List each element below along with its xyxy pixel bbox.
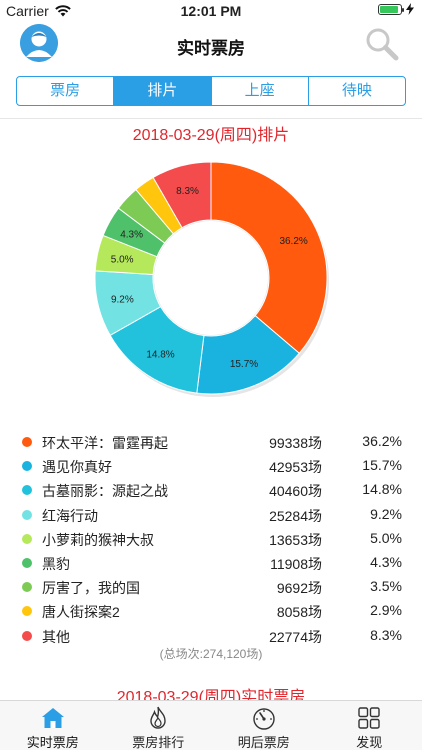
screening-count: 25284场: [269, 507, 322, 524]
legend-dot: [22, 606, 32, 617]
legend-dot: [22, 557, 32, 568]
nav-bar: 实时票房: [0, 22, 422, 66]
avatar[interactable]: [20, 24, 58, 62]
legend-row: 唐人街探案2 8058场 2.9%: [0, 599, 422, 623]
legend-dot: [22, 437, 32, 447]
wifi-icon: [54, 5, 71, 17]
slice-label: 36.2%: [279, 236, 307, 247]
slice-label: 14.8%: [146, 350, 174, 361]
tab-label: 明后票房: [237, 735, 290, 750]
divider: [0, 118, 422, 119]
screening-percent: 3.5%: [370, 578, 402, 595]
tab-box-office[interactable]: 票房: [17, 77, 115, 105]
tab-label: 票房排行: [132, 735, 185, 750]
legend-row: 红海行动 25284场 9.2%: [0, 503, 422, 527]
carrier-label: Carrier: [6, 3, 49, 19]
screening-percent: 5.0%: [370, 529, 402, 546]
donut-slice[interactable]: [210, 161, 328, 354]
status-left: Carrier: [6, 3, 71, 19]
page-title: 实时票房: [177, 39, 245, 58]
schedule-legend: 环太平洋：雷霆再起 99338场 36.2% 遇见你真好 42953场 15.7% 古墓丽影…: [0, 430, 422, 648]
segmented-control: 票房 排片 上座 待映: [16, 76, 406, 106]
slice-label: 9.2%: [111, 295, 134, 306]
screening-percent: 9.2%: [370, 505, 402, 522]
legend-dot: [22, 630, 32, 641]
screening-percent: 2.9%: [370, 602, 402, 619]
legend-row: 古墓丽影：源起之战 40460场 14.8%: [0, 478, 422, 502]
screening-percent: 14.8%: [362, 481, 402, 498]
tab-schedule[interactable]: 排片: [114, 77, 212, 105]
legend-row: 遇见你真好 42953场 15.7%: [0, 454, 422, 478]
screening-count: 40460场: [269, 483, 322, 500]
tab-discover[interactable]: 发现: [317, 701, 422, 750]
legend-dot: [22, 485, 32, 496]
search-button[interactable]: [364, 26, 400, 62]
legend-dot: [22, 461, 32, 472]
flame-icon: [150, 706, 166, 729]
screening-count: 99338场: [269, 435, 322, 451]
tab-bar: 实时票房 票房排行 明后票房 发现: [0, 700, 422, 750]
schedule-chart: 36.2% 15.7% 14.8% 9.2% 5.0% 4.3% 8.3%: [0, 161, 422, 412]
tab-label: 发现: [356, 735, 383, 750]
movie-name: 其他: [42, 628, 70, 645]
total-screenings: (总场次:274,120场): [159, 647, 263, 661]
screening-count: 9692场: [276, 580, 322, 597]
status-bar: Carrier 12:01 PM: [0, 0, 422, 22]
legend-row: 环太平洋：雷霆再起 99338场 36.2%: [0, 430, 422, 454]
donut-slice[interactable]: [152, 161, 212, 229]
movie-name: 环太平洋：雷霆再起: [42, 435, 168, 451]
grid-icon: [358, 707, 380, 729]
slice-label: 4.3%: [120, 229, 143, 240]
legend-dot: [22, 533, 32, 544]
movie-name: 古墓丽影：源起之战: [42, 483, 168, 500]
screening-count: 8058场: [276, 604, 322, 621]
legend-dot: [22, 509, 32, 520]
tab-upcoming[interactable]: 待映: [341, 82, 372, 99]
screening-count: 11908场: [270, 555, 322, 572]
home-icon: [41, 708, 64, 728]
tab-box-office-ranking[interactable]: 票房排行: [106, 701, 212, 750]
donut-hole: [154, 221, 268, 335]
user-avatar-icon: [20, 24, 58, 62]
slice-label: 8.3%: [176, 186, 199, 197]
screening-count: 42953场: [269, 459, 322, 476]
tab-future-box-office[interactable]: 明后票房: [211, 701, 317, 750]
movie-name: 小萝莉的猴神大叔: [42, 531, 154, 548]
schedule-date-title: 2018-03-29(周四)排片: [132, 127, 290, 144]
legend-dot: [22, 582, 32, 593]
tab-label: 实时票房: [26, 735, 79, 750]
charging-icon: [406, 3, 414, 15]
movie-name: 唐人街探案2: [42, 604, 120, 621]
slice-label: 5.0%: [111, 254, 134, 265]
screening-count: 22774场: [269, 628, 322, 645]
donut-chart: 36.2% 15.7% 14.8% 9.2% 5.0% 4.3% 8.3%: [94, 161, 329, 397]
gauge-icon: [253, 708, 275, 730]
screening-count: 13653场: [269, 531, 322, 548]
screening-percent: 15.7%: [362, 457, 402, 474]
legend-row: 小萝莉的猴神大叔 13653场 5.0%: [0, 527, 422, 551]
legend-row: 厉害了，我的国 9692场 3.5%: [0, 575, 422, 599]
movie-name: 黑豹: [42, 555, 70, 572]
screening-percent: 4.3%: [370, 553, 402, 570]
battery-icon: [378, 3, 404, 15]
screening-percent: 36.2%: [362, 433, 402, 449]
status-right: [378, 3, 414, 15]
search-icon: [366, 28, 399, 61]
legend-row: 黑豹 11908场 4.3%: [0, 551, 422, 575]
screening-percent: 8.3%: [370, 626, 402, 643]
slice-label: 15.7%: [230, 359, 258, 370]
status-time: 12:01 PM: [180, 3, 242, 19]
movie-name: 遇见你真好: [42, 459, 112, 476]
legend-row: 其他 22774场 8.3%: [0, 624, 422, 648]
tab-attendance[interactable]: 上座: [212, 77, 309, 105]
movie-name: 红海行动: [42, 507, 98, 524]
tab-realtime-box-office[interactable]: 实时票房: [0, 701, 106, 750]
movie-name: 厉害了，我的国: [42, 580, 140, 597]
